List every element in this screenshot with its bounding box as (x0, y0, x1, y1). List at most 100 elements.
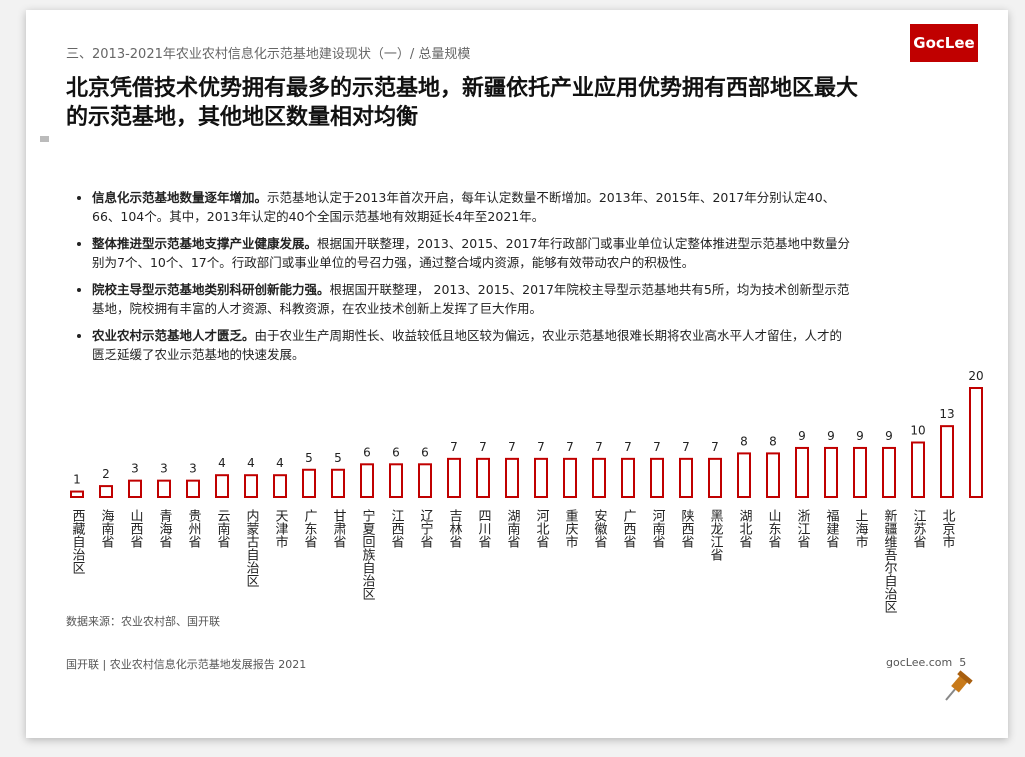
page-number: 5 (959, 656, 967, 669)
value-label: 9 (827, 429, 835, 443)
value-label: 10 (910, 424, 925, 438)
bar (563, 457, 577, 499)
bullet: 农业农村示范基地人才匮乏。由于农业生产周期性长、收益较低且地区较为偏远，农业示范… (92, 326, 852, 364)
value-label: 7 (595, 440, 603, 454)
value-label: 13 (939, 407, 954, 421)
value-label: 7 (711, 440, 719, 454)
bar (679, 457, 693, 499)
bullet-text: 由于农业生产周期性长、收益较低且地区较为偏远，农业示范基地很难长期将农业高水平人… (92, 328, 843, 362)
value-label: 8 (740, 434, 748, 448)
bar (331, 468, 345, 498)
value-label: 3 (131, 462, 139, 476)
bar (157, 479, 171, 498)
bar (969, 387, 983, 498)
value-label: 8 (769, 434, 777, 448)
value-label: 4 (247, 456, 255, 470)
bar (795, 446, 809, 499)
breadcrumb: 三、2013-2021年农业农村信息化示范基地建设现状（一）/ 总量规模 (66, 47, 471, 62)
bullet: 信息化示范基地数量逐年增加。示范基地认定于2013年首次开启，每年认定数量不断增… (92, 188, 852, 226)
category-label: 辽宁省 (418, 509, 434, 548)
value-label: 7 (450, 440, 458, 454)
bar (853, 446, 867, 499)
category-label: 上海市 (853, 509, 869, 548)
site: gocLee.com (886, 656, 953, 669)
category-label: 北京市 (940, 509, 956, 548)
value-label: 1 (73, 473, 81, 487)
bullet-text: 示范基地认定于2013年首次开启，每年认定数量不断增加。2013年、2015年、… (92, 190, 836, 224)
bar (534, 457, 548, 499)
bar (186, 479, 200, 498)
category-label: 新疆维吾尔自治区 (882, 508, 898, 613)
value-label: 7 (682, 440, 690, 454)
category-label: 贵州省 (186, 509, 202, 548)
bullet-lead: 信息化示范基地数量逐年增加。 (92, 190, 268, 205)
category-label: 海南省 (99, 509, 115, 548)
bar (708, 457, 722, 499)
category-label: 甘肃省 (331, 509, 347, 548)
bar (215, 474, 229, 499)
value-label: 9 (856, 429, 864, 443)
bar (70, 490, 84, 498)
bar (128, 479, 142, 498)
bar (882, 446, 896, 499)
category-label: 四川省 (476, 509, 492, 548)
bar (476, 457, 490, 499)
category-label: 天津市 (273, 509, 289, 548)
value-label: 4 (218, 456, 226, 470)
value-label: 3 (189, 462, 197, 476)
bar (824, 446, 838, 499)
bullet-text: 根据国开联整理， 2013、2015、2017年院校主导型示范基地共有5所，均为… (92, 282, 850, 316)
category-label: 湖南省 (505, 509, 521, 548)
category-label: 河南省 (650, 509, 666, 548)
chart: 1 西藏自治区 2 海南省 3 山西省 3 青海省 3 贵州省 4 云南省 4 内蒙古自治区 4 天津市 5 广东… (70, 369, 984, 701)
category-label: 重庆市 (563, 508, 579, 548)
value-label: 5 (305, 451, 313, 465)
bar (273, 474, 287, 499)
category-label: 广西省 (621, 509, 637, 548)
category-label: 江西省 (389, 509, 405, 548)
value-label: 5 (334, 451, 342, 465)
value-label: 4 (276, 456, 284, 470)
value-label: 20 (968, 369, 983, 383)
category-label: 宁夏回族自治区 (360, 508, 376, 600)
bullet-text: 根据国开联整理，2013、2015、2017年行政部门或事业单位认定整体推进型示… (92, 236, 850, 270)
bar (389, 463, 403, 498)
category-label: 福建省 (824, 509, 840, 548)
bullet: 院校主导型示范基地类别科研创新能力强。根据国开联整理， 2013、2015、20… (92, 280, 852, 318)
pushpin (945, 670, 973, 701)
source: 数据来源：农业农村部、国开联 (66, 615, 220, 628)
footer-text: 国开联 | 农业农村信息化示范基地发展报告 2021 (66, 658, 307, 671)
bar (592, 457, 606, 499)
bullet-lead: 整体推进型示范基地支撑产业健康发展。 (92, 236, 318, 251)
value-label: 9 (885, 429, 893, 443)
value-label: 7 (479, 440, 487, 454)
category-label: 青海省 (157, 509, 173, 548)
category-label: 湖北省 (737, 509, 753, 548)
bullet-lead: 农业农村示范基地人才匮乏。 (92, 328, 255, 343)
logo: GocLee (910, 24, 978, 62)
category-label: 广东省 (302, 509, 318, 548)
category-label: 黑龙江省 (708, 509, 724, 561)
value-label: 3 (160, 462, 168, 476)
bullet-list: 信息化示范基地数量逐年增加。示范基地认定于2013年首次开启，每年认定数量不断增… (72, 188, 852, 372)
value-label: 7 (537, 440, 545, 454)
value-label: 7 (566, 440, 574, 454)
bar (911, 441, 925, 498)
bar (737, 452, 751, 498)
value-label: 7 (508, 440, 516, 454)
bar (447, 457, 461, 499)
value-label: 2 (102, 467, 110, 481)
value-label: 9 (798, 429, 806, 443)
bar (505, 457, 519, 499)
bar (621, 457, 635, 499)
slide: 三、2013-2021年农业农村信息化示范基地建设现状（一）/ 总量规模 Goc… (26, 10, 1008, 738)
value-label: 6 (363, 445, 371, 459)
bar (99, 485, 113, 499)
bar (766, 452, 780, 498)
category-label: 吉林省 (447, 509, 463, 548)
category-label: 山西省 (128, 509, 144, 548)
category-label: 河北省 (534, 509, 550, 548)
category-label: 江苏省 (911, 509, 927, 548)
category-label: 云南省 (215, 509, 231, 548)
